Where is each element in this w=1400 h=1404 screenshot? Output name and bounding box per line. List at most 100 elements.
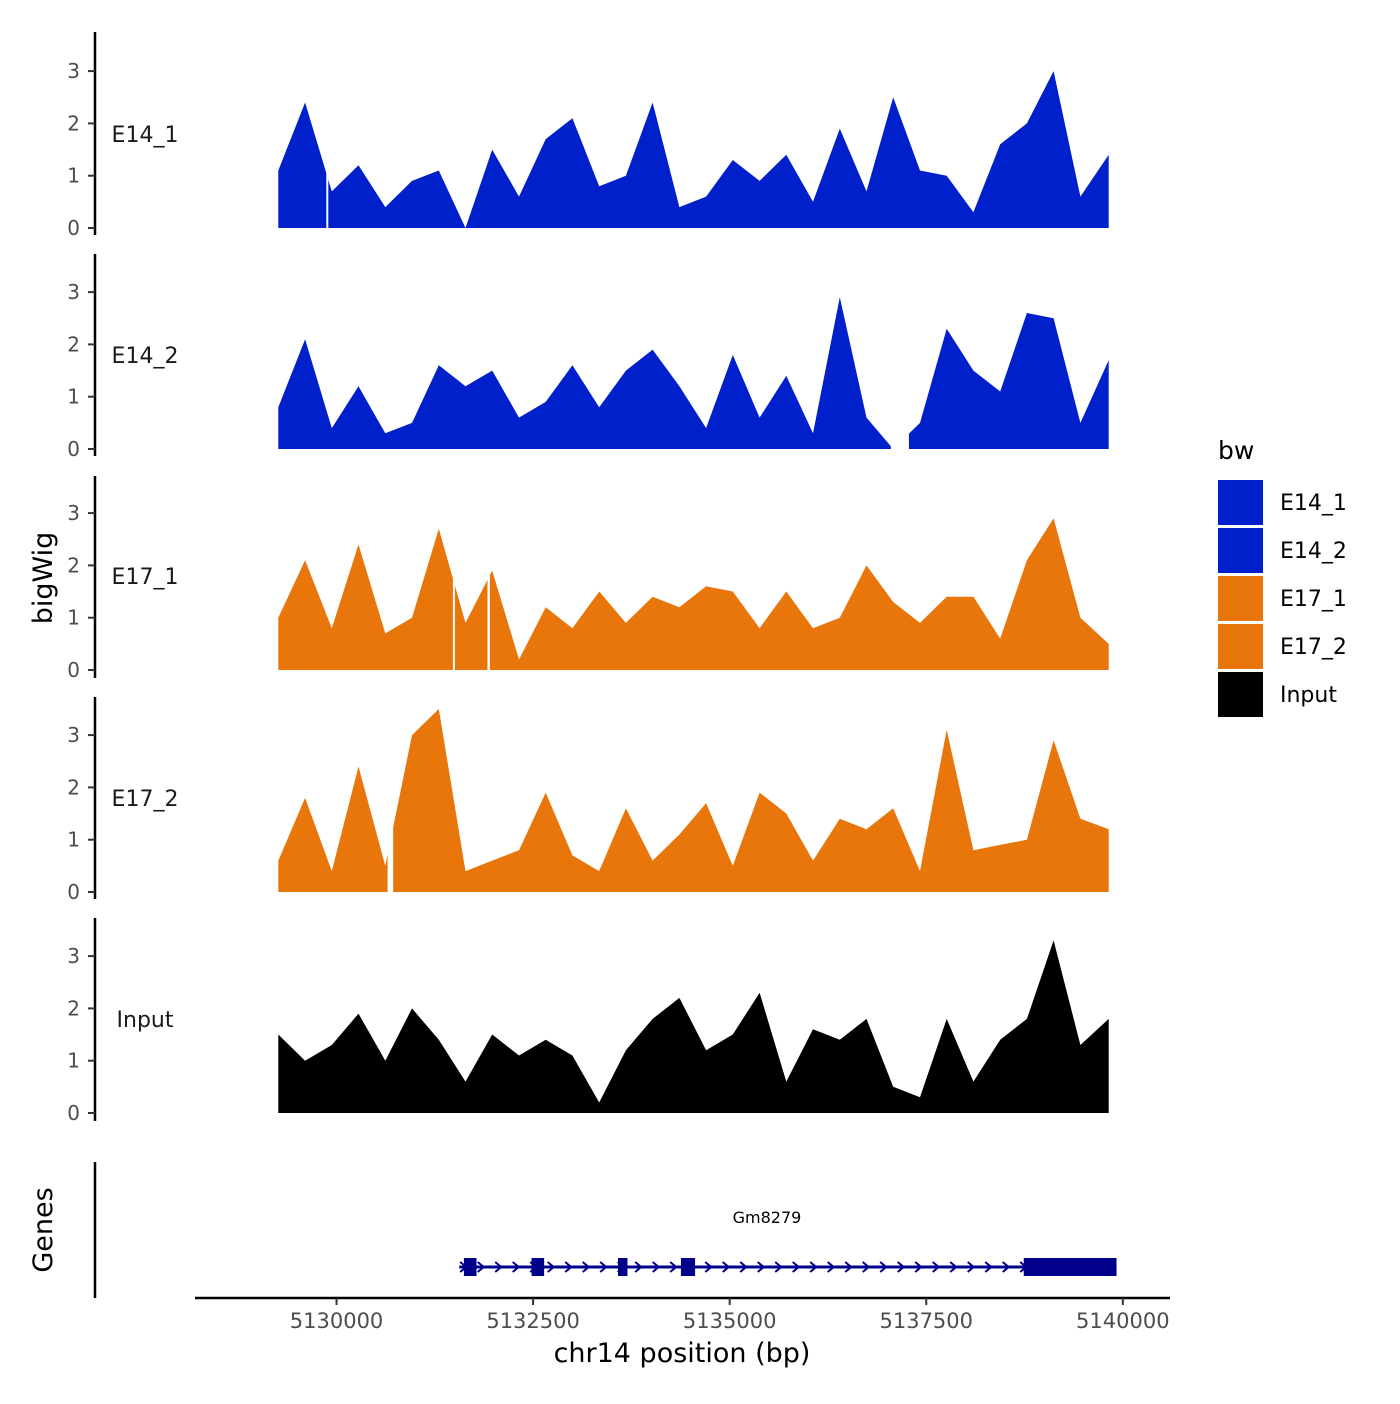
strand-arrow: [774, 1261, 783, 1273]
coverage-gap: [487, 460, 490, 673]
y-tick-label: 3: [67, 280, 80, 304]
legend-swatch: [1218, 480, 1263, 525]
strand-arrow: [949, 1261, 958, 1273]
y-tick-label: 1: [67, 828, 80, 852]
x-tick-label: 5137500: [879, 1309, 973, 1333]
gene-exon: [1023, 1258, 1117, 1276]
legend-items: E14_1 E14_2 E17_1 E17_2 Input: [1218, 480, 1347, 717]
legend-label: E17_1: [1280, 587, 1347, 612]
legend-swatch: [1218, 528, 1263, 573]
x-axis-title: chr14 position (bp): [554, 1338, 811, 1369]
strand-arrow: [879, 1261, 888, 1273]
y-tick-label: 0: [67, 658, 80, 682]
y-tick-label: 3: [67, 59, 80, 83]
track-label: Input: [117, 1008, 174, 1033]
coverage-area-e17-1: [278, 518, 1109, 670]
coverage-gap: [890, 239, 909, 452]
y-tick-label: 0: [67, 437, 80, 461]
x-tick-label: 5130000: [290, 1309, 384, 1333]
gene-exon: [680, 1258, 696, 1276]
y-tick-label: 2: [67, 996, 80, 1020]
track-label: E14_2: [112, 344, 179, 369]
strand-arrow: [704, 1261, 713, 1273]
y-tick-label: 2: [67, 111, 80, 135]
track-label: E17_1: [112, 565, 179, 590]
legend-item: E14_2: [1218, 528, 1347, 573]
strand-arrow: [862, 1261, 871, 1273]
track-label: E17_2: [112, 787, 179, 812]
strand-arrow: [967, 1261, 976, 1273]
strand-arrow: [757, 1261, 766, 1273]
strand-arrow: [739, 1261, 748, 1273]
track-e14-2: 0 1 2 3 E14_2: [67, 239, 1109, 461]
strand-arrow: [564, 1261, 573, 1273]
strand-arrow: [809, 1261, 818, 1273]
coverage-area-e14-2: [278, 297, 1109, 449]
strand-arrow: [827, 1261, 836, 1273]
strand-arrow: [652, 1261, 661, 1273]
y-tick-label: 0: [67, 880, 80, 904]
legend-label: E14_1: [1280, 491, 1347, 516]
gene-exon: [463, 1258, 477, 1276]
strand-arrow: [669, 1261, 678, 1273]
strand-arrow: [477, 1261, 486, 1273]
strand-arrow: [547, 1261, 556, 1273]
gene-name-label: Gm8279: [733, 1208, 802, 1227]
legend: bw E14_1 E14_2 E17_1 E17_2 Input: [1218, 436, 1347, 717]
legend-swatch: [1218, 576, 1263, 621]
legend-swatch: [1218, 624, 1263, 669]
coverage-area-e14-1: [278, 71, 1109, 228]
y-tick-label: 3: [67, 944, 80, 968]
x-axis: 5130000 5132500 5135000 5137500 5140000 chr1…: [195, 1296, 1170, 1369]
coverage-tracks: 0 1 2 3 E14_1 0 1 2 3 E14_2 0 1 2 3 E17_1 0 1 2 3 E17_2 0 1 2 3…: [67, 18, 1109, 1125]
strand-arrow: [722, 1261, 731, 1273]
y-tick-label: 3: [67, 723, 80, 747]
strand-arrow: [932, 1261, 941, 1273]
y-tick-label: 1: [67, 385, 80, 409]
y-tick-label: 1: [67, 1049, 80, 1073]
strand-arrow: [844, 1261, 853, 1273]
legend-item: E17_2: [1218, 624, 1347, 669]
x-tick-label: 5132500: [486, 1309, 580, 1333]
track-label: E14_1: [112, 123, 179, 148]
genes-panel: Genes Gm8279: [28, 1162, 1117, 1298]
strand-arrow: [897, 1261, 906, 1273]
strand-arrow: [914, 1261, 923, 1273]
gene-exon: [618, 1258, 628, 1276]
coverage-gap: [326, 18, 329, 231]
legend-label: E14_2: [1280, 539, 1347, 564]
legend-item: E14_1: [1218, 480, 1347, 525]
strand-arrow: [582, 1261, 591, 1273]
legend-title: bw: [1218, 436, 1254, 465]
strand-arrow: [634, 1261, 643, 1273]
track-e17-2: 0 1 2 3 E17_2: [67, 682, 1109, 904]
y-axis-title: bigWig: [28, 532, 59, 625]
legend-label: E17_2: [1280, 635, 1347, 660]
y-tick-label: 3: [67, 501, 80, 525]
y-tick-label: 1: [67, 164, 80, 188]
y-tick-label: 0: [67, 216, 80, 240]
coverage-gap: [387, 682, 394, 895]
coverage-area-input: [278, 940, 1109, 1113]
legend-item: E17_1: [1218, 576, 1347, 621]
gene-exon: [531, 1258, 545, 1276]
coverage-area-e17-2: [278, 709, 1109, 892]
x-tick-label: 5140000: [1076, 1309, 1170, 1333]
y-tick-label: 1: [67, 606, 80, 630]
y-tick-label: 2: [67, 553, 80, 577]
track-input: 0 1 2 3 Input: [67, 918, 1109, 1125]
strand-arrow: [599, 1261, 608, 1273]
genes-axis-title: Genes: [28, 1187, 59, 1272]
strand-arrow: [512, 1261, 521, 1273]
y-tick-label: 2: [67, 332, 80, 356]
x-ticks: 5130000 5132500 5135000 5137500 5140000: [290, 1298, 1170, 1333]
x-tick-label: 5135000: [683, 1309, 777, 1333]
strand-arrow: [792, 1261, 801, 1273]
y-tick-label: 0: [67, 1101, 80, 1125]
strand-arrow: [494, 1261, 503, 1273]
strand-arrow: [984, 1261, 993, 1273]
y-tick-label: 2: [67, 775, 80, 799]
coverage-gap: [452, 460, 455, 673]
